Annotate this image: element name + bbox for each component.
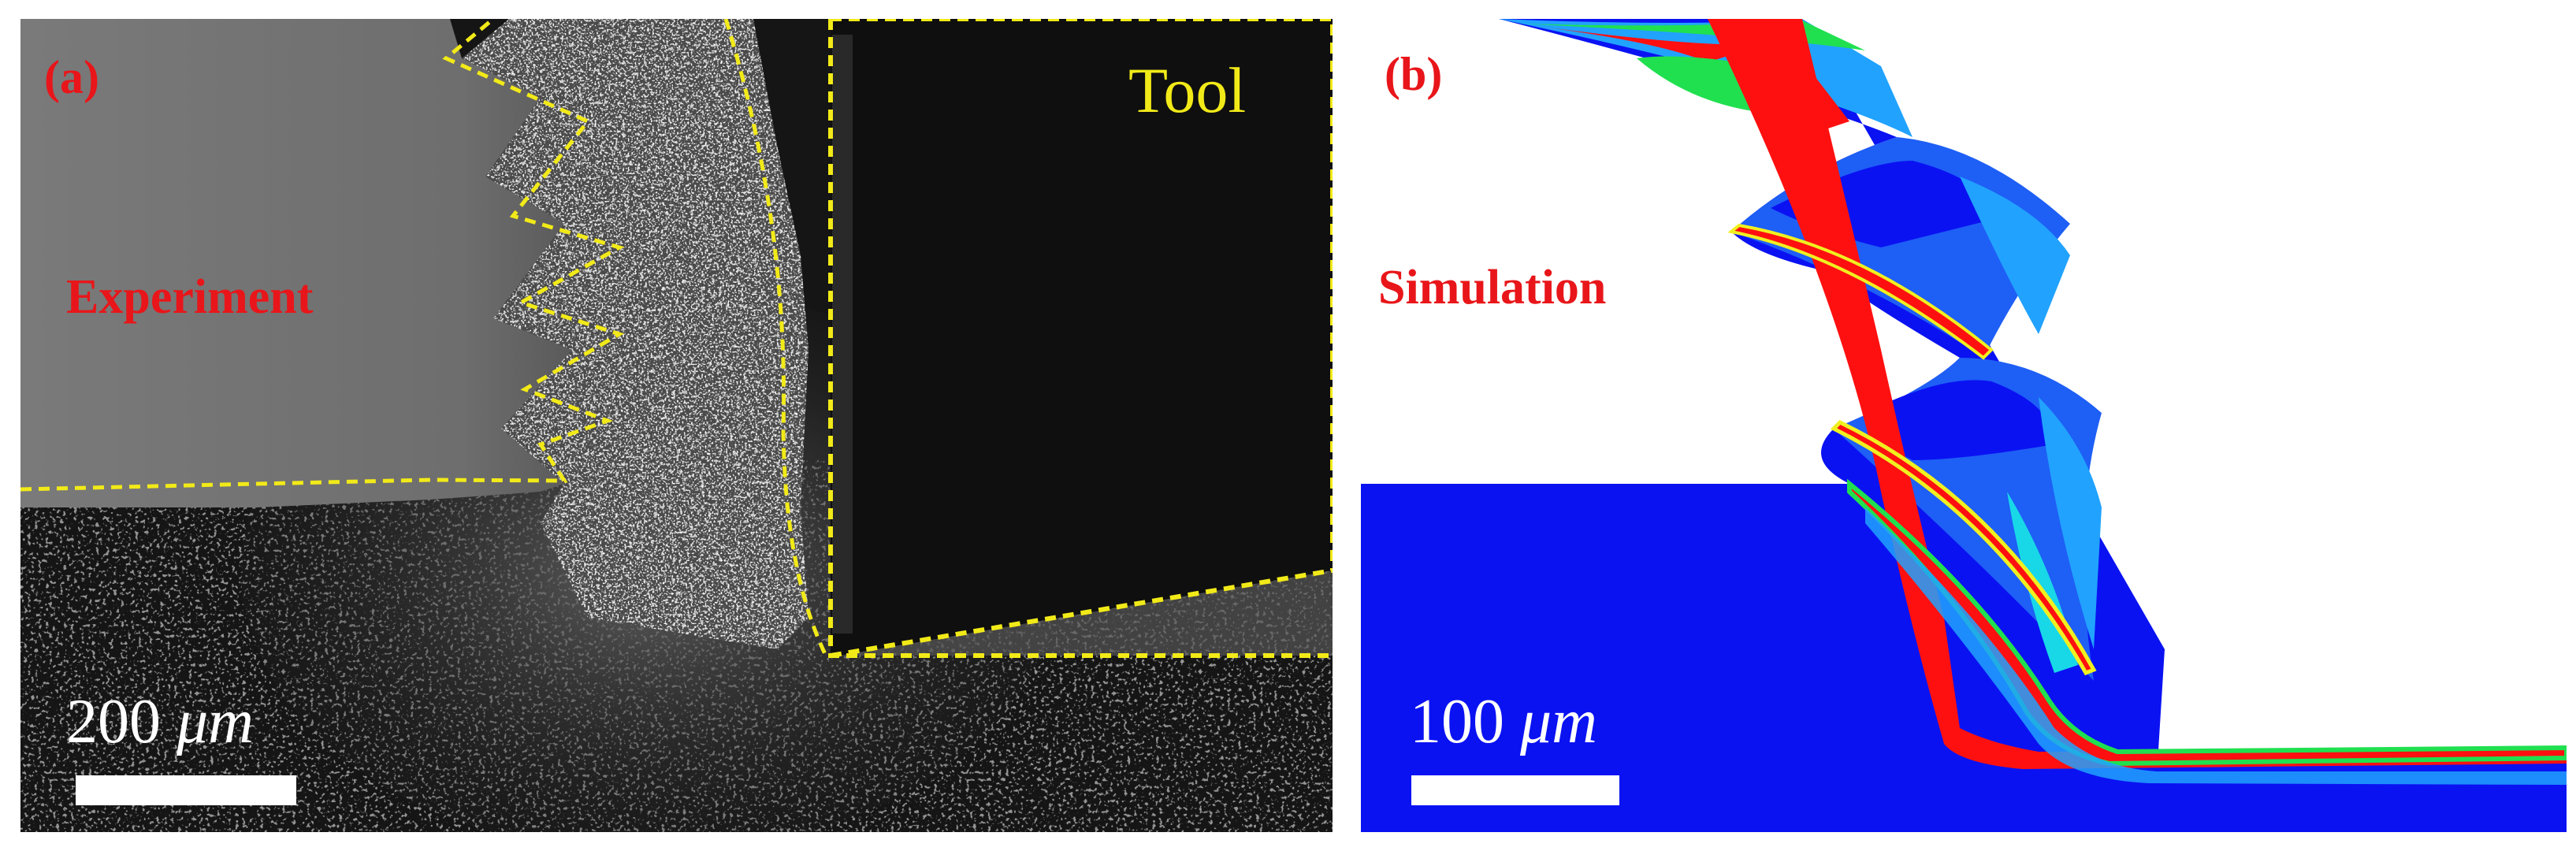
workpiece-base [1361,484,2567,832]
top-red-wedge [1708,19,1849,137]
scale-unit-b: μm [1520,687,1597,756]
segment-3-lightblue [2039,397,2102,649]
scale-text-b: 100 μm [1410,690,1597,753]
scale-unit-a: μm [177,687,254,756]
experiment-panel: (a) Experiment Tool 200 μm [20,19,1333,832]
panel-b-letter: (b) [1385,48,1443,100]
scale-text-a: 200 μm [66,690,254,753]
simulation-label: Simulation [1378,261,1607,314]
segment-1-red-tip [1542,27,1771,62]
segment-3-core [1865,380,2054,460]
tool-region [831,19,1333,656]
panel-a-letter: (a) [44,51,99,103]
shear-band-2 [1830,419,2097,676]
shear-band-1 [1727,223,1994,360]
scale-bar-b [1411,775,1619,805]
scale-bar-a [76,775,296,805]
tool-outline-clearance [830,568,1333,658]
scale-number-a: 200 [66,687,161,756]
scale-number-b: 100 [1410,687,1504,756]
simulation-panel: (b) Simulation 100 μm [1361,19,2567,832]
workpiece-region [20,19,572,507]
chip-outline [20,19,625,492]
segment-2-lightblue [1960,177,2070,334]
tool-label: Tool [1128,54,1247,126]
experiment-micrograph [20,19,1333,832]
experiment-label: Experiment [66,270,314,324]
simulation-contour-plot [1361,19,2567,832]
rake-face-streak [832,35,853,634]
chip-body [1499,19,2165,775]
chip-back-outline [723,19,828,657]
base-fringe [1865,507,2567,785]
